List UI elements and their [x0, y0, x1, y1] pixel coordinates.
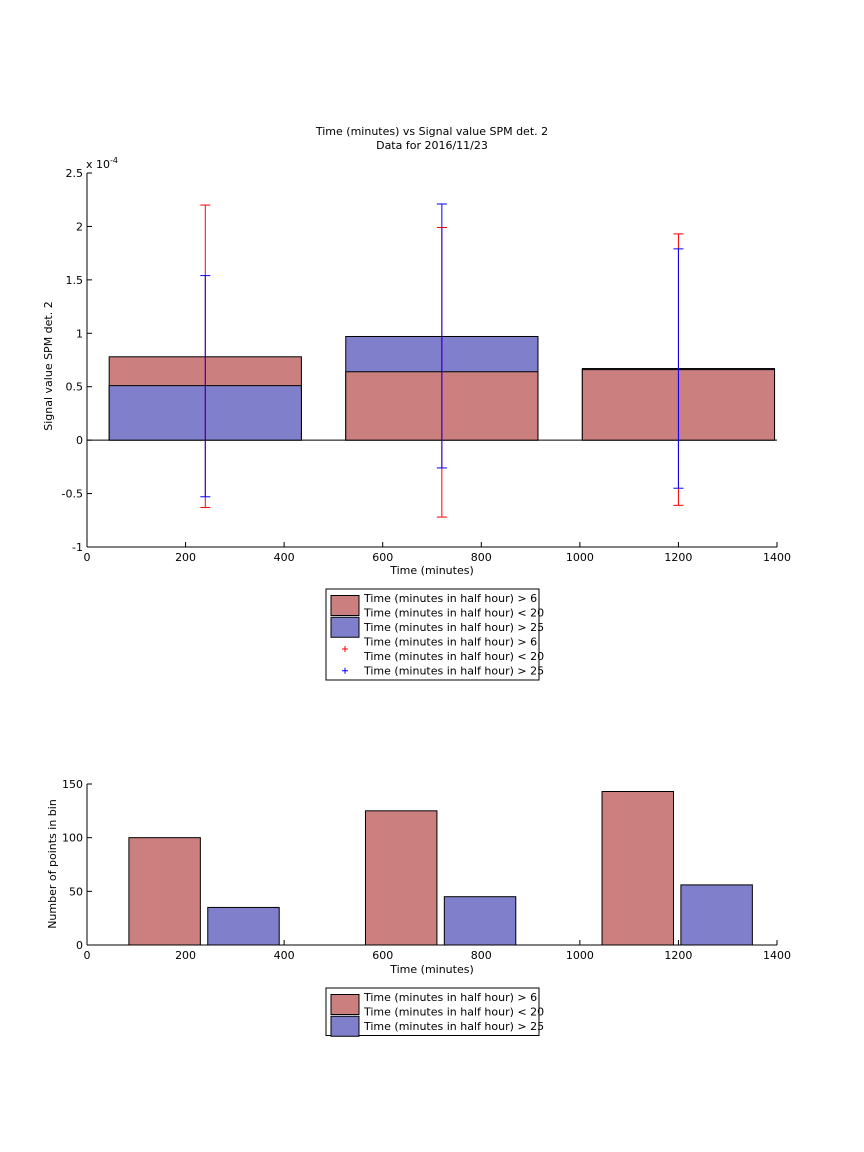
chart2-legend: Time (minutes in half hour) > 6 Time (min… — [325, 987, 544, 1037]
chart1-y-tick-label: 1.5 — [66, 274, 84, 287]
chart2-x-tick-label: 0 — [84, 949, 91, 962]
chart2-bar-blue — [680, 884, 753, 946]
chart1-y-tick-label: 0 — [76, 434, 83, 447]
chart2-x-tick-label: 1400 — [763, 949, 791, 962]
chart2-legend-label: Time (minutes in half hour) < 20 — [363, 1006, 544, 1019]
chart2-x-tick-label: 1000 — [566, 949, 594, 962]
chart1-xlabel: Time (minutes) — [389, 564, 474, 577]
chart1-y-tick-label: -0.5 — [62, 488, 83, 501]
chart1-legend-patch — [330, 616, 360, 638]
chart2-plot-area: 0 200 400 600 800 1000 1200 1400 0 50 100 150 — [62, 778, 791, 962]
chart2-bar-blue — [443, 896, 517, 946]
chart1-ylabel: Signal value SPM det. 2 — [42, 301, 55, 431]
chart1-subtitle: Data for 2016/11/23 — [376, 139, 488, 152]
chart2-ylabel: Number of points in bin — [46, 799, 59, 929]
chart1-legend-patch — [330, 595, 360, 616]
chart1-x-tick-label: 800 — [471, 551, 492, 564]
chart2-legend-patch — [330, 994, 360, 1015]
chart2-x-tick-label: 600 — [372, 949, 393, 962]
chart2-x-tick-label: 1200 — [664, 949, 692, 962]
chart2-bar-blue — [207, 906, 280, 946]
chart1-legend-label: Time (minutes in half hour) > 25 — [363, 621, 544, 634]
chart1-y-tick-label: -1 — [72, 541, 83, 554]
chart2-y-tick-label: 0 — [76, 939, 83, 952]
chart2-legend-label: Time (minutes in half hour) > 25 — [363, 1020, 544, 1033]
chart2-xlabel: Time (minutes) — [389, 963, 474, 976]
chart1-legend-label: Time (minutes in half hour) < 20 — [363, 650, 544, 663]
chart1-x-tick-label: 600 — [372, 551, 393, 564]
chart1-legend-label: Time (minutes in half hour) > 6 — [363, 636, 537, 649]
chart1-y-tick-label: 2.5 — [66, 167, 84, 180]
chart1-plot-area: 0 200 400 600 800 1000 1200 1400 -1 -0.5 0 0.5 1 1.5 2… — [62, 167, 791, 564]
chart2-x-tick-label: 800 — [471, 949, 492, 962]
chart2-y-tick-label: 50 — [69, 885, 83, 898]
chart2-bar-red — [601, 791, 674, 946]
chart2-y-tick-label: 100 — [62, 832, 83, 845]
chart1-y-exponent: x 10-4 — [86, 156, 118, 171]
chart1-legend-label: Time (minutes in half hour) > 6 — [363, 592, 537, 605]
chart1-y-exponent-base: x 10 — [86, 158, 110, 171]
chart1-y-tick-label: 2 — [76, 220, 83, 233]
chart2-y-tick-label: 150 — [62, 778, 83, 791]
chart2-bar-red — [364, 810, 438, 946]
chart1-x-tick-label: 400 — [274, 551, 295, 564]
chart1-x-tick-label: 1400 — [763, 551, 791, 564]
chart2-legend-box — [325, 987, 540, 1036]
chart1-legend-label: Time (minutes in half hour) < 20 — [363, 607, 544, 620]
chart2-bar-red — [128, 837, 201, 946]
chart1-y-exponent-power: -4 — [110, 156, 118, 165]
chart1-y-tick-label: 0.5 — [66, 381, 84, 394]
chart2-legend-label: Time (minutes in half hour) > 6 — [363, 991, 537, 1004]
chart2-legend-patch — [330, 1015, 360, 1037]
chart1-x-tick-label: 1200 — [664, 551, 692, 564]
chart1-legend-box — [325, 588, 540, 681]
chart1-x-tick-label: 0 — [84, 551, 91, 564]
chart2-x-tick-label: 400 — [274, 949, 295, 962]
chart2-x-tick-label: 200 — [175, 949, 196, 962]
chart1-x-tick-label: 200 — [175, 551, 196, 564]
chart1-x-tick-label: 1000 — [566, 551, 594, 564]
chart1-y-tick-label: 1 — [76, 327, 83, 340]
chart1-title: Time (minutes) vs Signal value SPM det. … — [315, 125, 548, 138]
chart1-legend-label: Time (minutes in half hour) > 25 — [363, 665, 544, 678]
